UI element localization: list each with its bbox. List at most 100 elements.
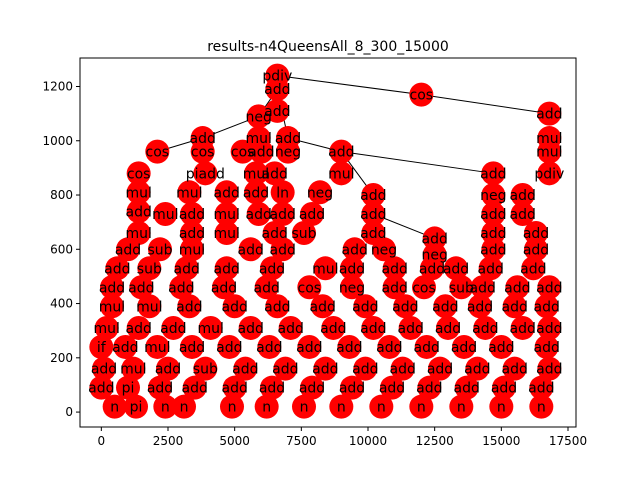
tree-node-marker bbox=[353, 294, 378, 319]
tree-node-label: add bbox=[104, 261, 130, 277]
tree-node-marker bbox=[249, 139, 274, 164]
tree-node-marker bbox=[537, 275, 562, 300]
tree-node-marker bbox=[100, 275, 124, 300]
tree-node-label: add bbox=[248, 145, 274, 161]
tree-node-marker bbox=[510, 202, 535, 227]
tree-node-label: add bbox=[469, 280, 495, 296]
tree-node-label: add bbox=[533, 299, 559, 315]
tree-node-label: add bbox=[379, 381, 405, 397]
tree-node-marker bbox=[126, 161, 151, 186]
tree-node-marker bbox=[449, 275, 474, 300]
tree-node-marker bbox=[116, 375, 140, 400]
tree-edge bbox=[277, 75, 422, 96]
tree-node-marker bbox=[126, 199, 151, 224]
tree-node-label: n bbox=[161, 400, 170, 416]
x-tick-label: 7500 bbox=[286, 434, 317, 448]
tree-node-label: add bbox=[128, 280, 154, 296]
tree-node-marker bbox=[329, 161, 354, 186]
tree-node-label: add bbox=[341, 242, 367, 258]
tree-node-label: cos bbox=[231, 145, 255, 161]
tree-node-marker bbox=[217, 334, 242, 359]
tree-node-marker bbox=[481, 183, 506, 208]
tree-node-label: add bbox=[419, 261, 445, 277]
tree-node-marker bbox=[137, 256, 162, 281]
tree-node-marker bbox=[537, 315, 562, 340]
tree-node-label: add bbox=[360, 226, 386, 242]
tree-node-label: add bbox=[360, 321, 386, 337]
tree-node-marker bbox=[265, 294, 290, 319]
tree-node-marker bbox=[222, 375, 247, 400]
tree-node-marker bbox=[510, 183, 535, 208]
tree-node-marker bbox=[292, 394, 316, 419]
tree-node-label: add bbox=[432, 299, 458, 315]
tree-node-marker bbox=[340, 256, 364, 281]
tree-node-label: ln bbox=[276, 185, 289, 201]
tree-node-marker bbox=[382, 256, 407, 281]
tree-node-label: n bbox=[300, 400, 309, 416]
tree-node-label: mul bbox=[536, 145, 562, 161]
tree-node-label: add bbox=[523, 226, 549, 242]
tree-node-marker bbox=[478, 256, 503, 281]
tree-node-marker bbox=[537, 101, 562, 126]
tree-node-marker bbox=[254, 394, 279, 419]
tree-node-label: add bbox=[312, 362, 338, 378]
tree-node-label: add bbox=[480, 207, 506, 223]
tree-node-label: n bbox=[457, 400, 466, 416]
tree-node-label: pi bbox=[122, 381, 135, 397]
tree-node-marker bbox=[510, 315, 535, 340]
tree-node-label: pi bbox=[130, 400, 143, 416]
tree-node-label: cos bbox=[410, 88, 434, 104]
tree-node-marker bbox=[433, 294, 458, 319]
tree-node-label: add bbox=[491, 381, 517, 397]
tree-node-label: add bbox=[259, 381, 285, 397]
tree-node-label: add bbox=[176, 299, 202, 315]
tree-node-marker bbox=[353, 356, 378, 381]
tree-node-label: add bbox=[264, 299, 290, 315]
tree-node-marker bbox=[89, 375, 114, 400]
tree-node-marker bbox=[214, 221, 239, 246]
tree-node-label: add bbox=[221, 299, 247, 315]
tree-node-label: add bbox=[261, 166, 287, 182]
tree-node-label: cos bbox=[412, 280, 436, 296]
tree-node-label: add bbox=[112, 340, 138, 356]
tree-node-label: add bbox=[504, 280, 530, 296]
tree-node-marker bbox=[310, 294, 335, 319]
tree-node-marker bbox=[329, 394, 354, 419]
tree-node-marker bbox=[436, 315, 460, 340]
tree-node-label: add bbox=[243, 185, 269, 201]
tree-node-marker bbox=[214, 202, 239, 227]
tree-node-marker bbox=[148, 375, 172, 400]
tree-node-label: add bbox=[392, 299, 418, 315]
tree-node-marker bbox=[420, 256, 444, 281]
x-tick-label: 0 bbox=[98, 434, 106, 448]
tree-node-marker bbox=[270, 237, 295, 262]
tree-node-marker bbox=[313, 256, 338, 281]
tree-node-marker bbox=[537, 356, 562, 381]
x-tick-label: 15000 bbox=[482, 434, 520, 448]
tree-node-label: add bbox=[339, 261, 365, 277]
tree-node-label: add bbox=[453, 381, 479, 397]
tree-node-marker bbox=[502, 356, 527, 381]
tree-node-label: add bbox=[125, 321, 151, 337]
tree-node-label: mul bbox=[328, 166, 354, 182]
tree-node-marker bbox=[220, 394, 244, 419]
tree-node-label: neg bbox=[275, 145, 301, 161]
tree-node-marker bbox=[534, 294, 559, 319]
tree-node-marker bbox=[214, 256, 239, 281]
tree-node-label: add bbox=[160, 321, 186, 337]
tree-node-marker bbox=[102, 394, 127, 419]
tree-node-label: mul bbox=[125, 185, 151, 201]
tree-node-marker bbox=[313, 356, 338, 381]
tree-node-label: add bbox=[125, 204, 151, 220]
tree-node-label: add bbox=[533, 340, 559, 356]
tree-node-label: add bbox=[339, 381, 365, 397]
tree-node-marker bbox=[390, 356, 415, 381]
tree-node-marker bbox=[444, 256, 468, 281]
tree-node-label: add bbox=[221, 381, 247, 397]
tree-node-label: add bbox=[179, 340, 205, 356]
tree-node-label: pdiv bbox=[534, 166, 564, 182]
tree-node-marker bbox=[398, 315, 423, 340]
tree-node-marker bbox=[297, 334, 322, 359]
tree-node-marker bbox=[278, 315, 303, 340]
tree-node-label: neg bbox=[480, 188, 506, 204]
